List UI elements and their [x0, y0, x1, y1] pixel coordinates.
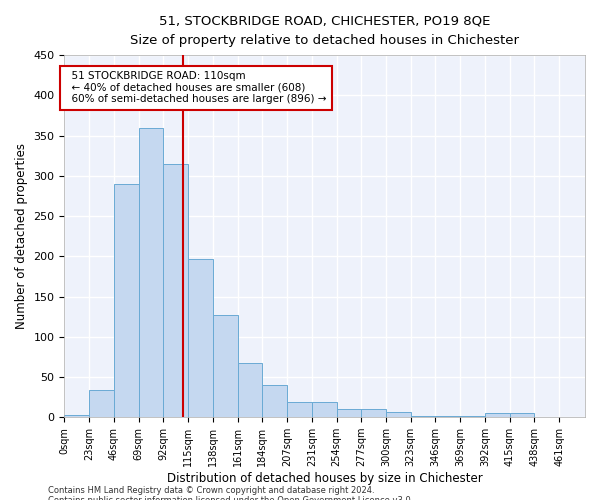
Bar — [188, 258, 213, 417]
Bar — [238, 362, 262, 417]
Title: 51, STOCKBRIDGE ROAD, CHICHESTER, PO19 8QE
Size of property relative to detached: 51, STOCKBRIDGE ROAD, CHICHESTER, PO19 8… — [130, 15, 519, 47]
Text: Contains public sector information licensed under the Open Government Licence v3: Contains public sector information licen… — [48, 496, 413, 500]
Bar — [139, 128, 163, 417]
Bar — [337, 409, 361, 417]
Text: Contains HM Land Registry data © Crown copyright and database right 2024.: Contains HM Land Registry data © Crown c… — [48, 486, 374, 495]
Bar — [287, 402, 312, 417]
Bar — [361, 409, 386, 417]
Bar — [436, 416, 460, 417]
Bar — [312, 402, 337, 417]
Bar — [213, 315, 238, 417]
Bar — [114, 184, 139, 417]
Bar — [485, 413, 510, 417]
Bar — [510, 413, 535, 417]
Bar — [64, 415, 89, 417]
Bar — [386, 412, 411, 417]
Bar — [262, 385, 287, 417]
Text: 51 STOCKBRIDGE ROAD: 110sqm
  ← 40% of detached houses are smaller (608)
  60% o: 51 STOCKBRIDGE ROAD: 110sqm ← 40% of det… — [65, 71, 327, 104]
X-axis label: Distribution of detached houses by size in Chichester: Distribution of detached houses by size … — [167, 472, 482, 485]
Bar — [163, 164, 188, 417]
Bar — [411, 416, 436, 417]
Bar — [460, 416, 485, 417]
Bar — [89, 390, 114, 417]
Y-axis label: Number of detached properties: Number of detached properties — [15, 143, 28, 329]
